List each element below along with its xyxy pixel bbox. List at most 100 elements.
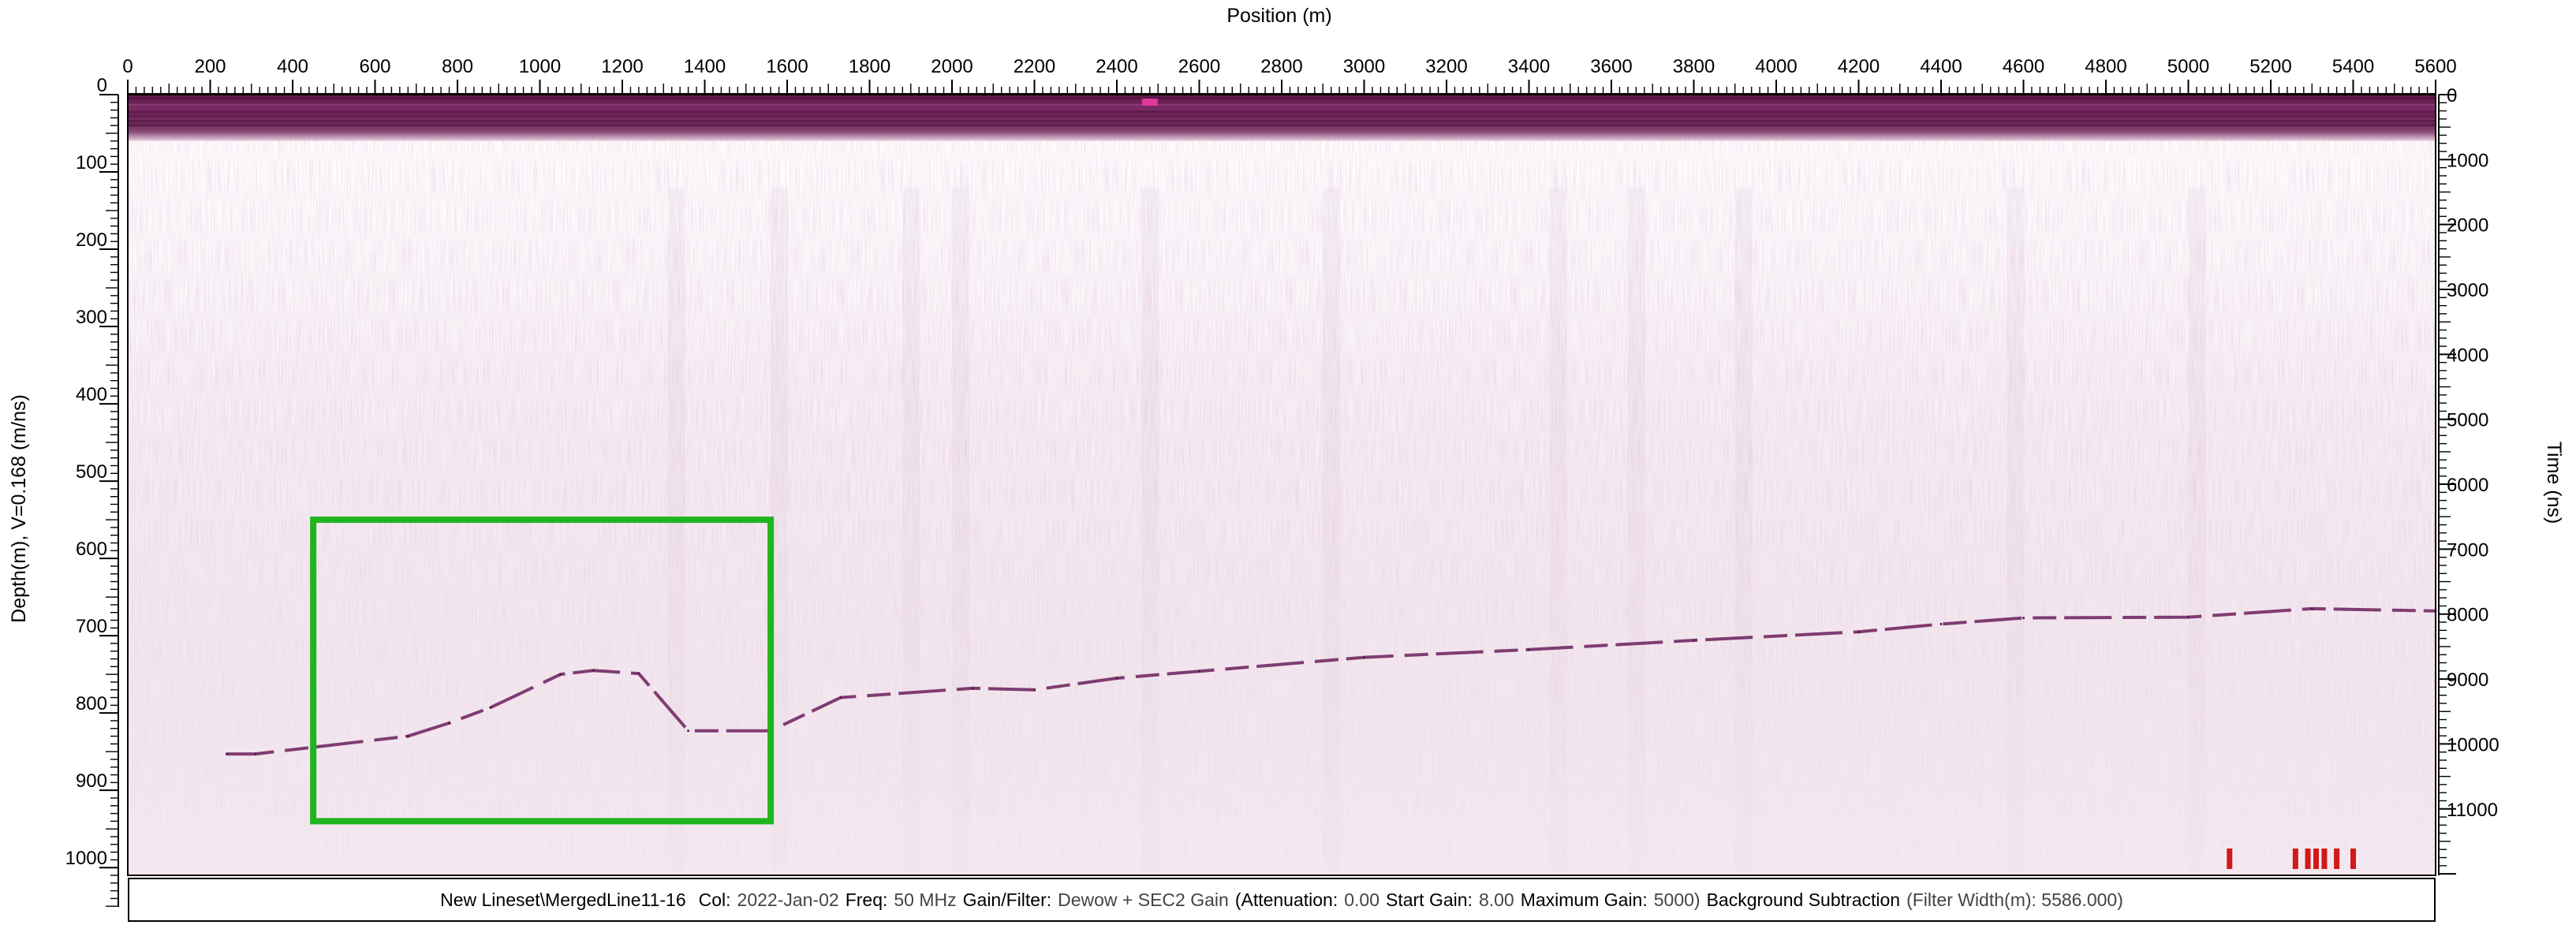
x-tick-label: 5600 — [2414, 56, 2456, 77]
event-marker — [2292, 849, 2298, 869]
background-subtraction-value: (Filter Width(m): 5586.000) — [1906, 889, 2123, 910]
reflector-point — [839, 696, 842, 699]
reflector-point — [1363, 656, 1365, 659]
reflector-line — [226, 606, 2436, 756]
background-subtraction-label: Background Subtraction — [1706, 889, 1901, 910]
x-tick-label: 5400 — [2332, 56, 2374, 77]
gain-value: Dewow + SEC2 Gain — [1058, 889, 1229, 910]
y-tick-label: 400 — [76, 384, 107, 405]
x-tick-label: 3000 — [1343, 56, 1385, 77]
start-gain-value: 8.00 — [1478, 889, 1514, 910]
reflector-point — [559, 673, 562, 676]
reflector-point — [225, 752, 228, 755]
freq-value: 50 MHz — [894, 889, 957, 910]
event-marker — [2305, 849, 2311, 869]
y2-tick-label: 7000 — [2447, 539, 2488, 561]
y-tick-label: 1000 — [65, 848, 107, 869]
reflector-point — [971, 687, 974, 690]
x-axis: 0 200 400 600 800 1000 1200 1400 1600 1800 2000 220… — [122, 56, 2457, 95]
x-tick-label: 200 — [194, 56, 226, 77]
col-value: 2022-Jan-02 — [737, 889, 839, 910]
x-axis-label: Position (m) — [1226, 5, 1331, 27]
reflector-point — [2187, 616, 2190, 619]
x-tick-label: 3800 — [1673, 56, 1715, 77]
x-tick-label: 4600 — [2003, 56, 2044, 77]
x-tick-label: 5000 — [2167, 56, 2209, 77]
event-marker — [2321, 849, 2328, 869]
start-gain-label: Start Gain: — [1386, 889, 1473, 910]
reflector-point — [1693, 639, 1695, 642]
line-name: New Lineset\MergedLine11-16 — [440, 889, 686, 910]
reflector-point — [489, 706, 492, 709]
reflector-point — [2022, 617, 2025, 620]
y-tick-label: 900 — [76, 770, 107, 792]
surface-marker — [1141, 99, 1158, 106]
reflector-point — [637, 672, 640, 675]
x-tick-label: 3400 — [1508, 56, 1550, 77]
x-tick-label: 2600 — [1178, 56, 1220, 77]
reflector-point — [1198, 670, 1200, 673]
radar-fade — [128, 95, 2436, 875]
y-tick-label: 600 — [76, 539, 107, 560]
y-tick-label: 500 — [76, 461, 107, 483]
y2-tick-label: 6000 — [2447, 475, 2488, 496]
max-gain-label: Maximum Gain: — [1520, 889, 1648, 910]
x-tick-label: 2200 — [1014, 56, 1055, 77]
surface-layer-lines — [128, 97, 2436, 126]
reflector-point — [1033, 688, 1036, 692]
event-marker — [2227, 849, 2233, 869]
event-marker — [2313, 849, 2319, 869]
reflector-layer — [225, 606, 2437, 756]
gain-label: Gain/Filter: — [962, 889, 1052, 910]
col-label: Col: — [698, 889, 731, 910]
plot-area — [127, 94, 2437, 876]
x-tick-label: 1600 — [766, 56, 808, 77]
y-tick-label: 700 — [76, 616, 107, 637]
y2-tick-label: 10000 — [2447, 734, 2499, 755]
processing-info-bar: New Lineset\MergedLine11-16 Col: 2022-Ja… — [128, 878, 2436, 922]
freq-label: Freq: — [845, 889, 888, 910]
attenuation-label: (Attenuation: — [1234, 889, 1338, 910]
reflector-point — [1857, 630, 1860, 633]
reflector-point — [1115, 677, 1118, 680]
x-tick-label: 0 — [122, 56, 133, 77]
y2-tick-label: 4000 — [2447, 345, 2488, 366]
surface-reflection-band — [128, 95, 2436, 141]
event-markers — [2227, 849, 2356, 869]
y2-axis: 0 1000 2000 3000 4000 5000 6000 7000 8000 9000 100… — [2438, 85, 2499, 875]
reflector-point — [406, 735, 409, 738]
event-marker — [2350, 849, 2356, 869]
highlight-box — [310, 517, 775, 825]
y-axis-label: Depth(m), V=0.168 (m/ns) — [8, 394, 30, 623]
x-tick-label: 600 — [359, 56, 390, 77]
y2-axis-label: Time (ns) — [2543, 442, 2565, 524]
reflector-point — [592, 669, 595, 672]
x-tick-label: 800 — [442, 56, 473, 77]
y-tick-label: 300 — [76, 307, 107, 328]
y2-tick-label: 0 — [2447, 85, 2457, 106]
y-axis: 0 100 200 300 400 500 600 700 800 900 1000 — [65, 75, 119, 907]
reflector-point — [1528, 648, 1530, 651]
x-tick-label: 1400 — [684, 56, 726, 77]
y2-tick-label: 5000 — [2447, 410, 2488, 431]
y-tick-label: 100 — [76, 152, 107, 173]
y2-tick-label: 3000 — [2447, 280, 2488, 301]
x-tick-label: 3600 — [1590, 56, 1632, 77]
x-tick-label: 1800 — [849, 56, 890, 77]
reflector-point — [1939, 622, 1943, 625]
y2-tick-label: 11000 — [2447, 800, 2498, 821]
y2-tick-label: 1000 — [2447, 150, 2488, 171]
x-tick-label: 2400 — [1096, 56, 1137, 77]
attenuation-value: 0.00 — [1344, 889, 1379, 910]
x-tick-label: 400 — [277, 56, 308, 77]
x-tick-label: 5200 — [2249, 56, 2291, 77]
y2-tick-label: 8000 — [2447, 605, 2488, 626]
reflector-point — [448, 722, 451, 725]
y-tick-label: 0 — [97, 75, 107, 96]
x-tick-label: 4800 — [2085, 56, 2126, 77]
reflector-point — [2310, 607, 2313, 610]
y2-tick-label: 2000 — [2447, 215, 2488, 237]
x-tick-label: 3200 — [1425, 56, 1467, 77]
reflector-point — [687, 729, 690, 733]
